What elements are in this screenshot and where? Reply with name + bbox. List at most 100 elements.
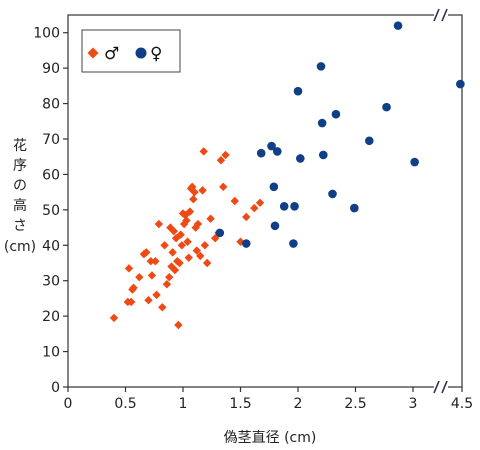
y-tick-label: 0: [51, 380, 60, 396]
y-axis-label-part: 高: [13, 197, 27, 214]
female-data-point: [317, 118, 327, 128]
y-axis-label-part: さ: [13, 218, 27, 234]
female-data-point: [267, 141, 276, 151]
plot-frame: [67, 14, 463, 388]
legend-male-marker: [87, 47, 99, 59]
male-data-point: [250, 203, 259, 213]
male-data-point: [165, 272, 174, 282]
male-data-point: [198, 186, 207, 195]
male-data-point: [174, 320, 183, 330]
male-data-point: [152, 290, 161, 300]
male-data-point: [182, 216, 191, 225]
male-data-point: [129, 283, 138, 292]
x-tick-label: 1.5: [229, 396, 251, 412]
male-data-point: [219, 182, 228, 192]
plot-area: [67, 14, 463, 388]
female-data-point: [319, 150, 328, 160]
female-data-point: [293, 86, 303, 96]
male-data-point: [184, 253, 193, 262]
female-data-point: [365, 136, 374, 146]
male-data-point: [192, 246, 201, 255]
axis-break-mark: [441, 380, 448, 394]
female-data-point: [256, 148, 266, 158]
male-data-point: [202, 258, 212, 268]
axis-break-gap: [434, 10, 448, 20]
male-data-point: [236, 237, 245, 246]
x-tick-label: 2: [294, 396, 303, 412]
male-data-point: [177, 241, 187, 250]
female-data-point: [289, 239, 298, 248]
axis-break-gap: [434, 382, 448, 392]
male-data-point: [154, 219, 164, 229]
male-data-point: [142, 248, 151, 257]
x-tick-label: 1: [179, 396, 188, 412]
male-data-point: [168, 248, 177, 257]
x-tick-label: 2.5: [344, 396, 366, 412]
male-data-point: [167, 262, 176, 271]
y-tick-label: 80: [42, 97, 60, 113]
female-data-point: [279, 202, 289, 211]
axis-break-mark: [433, 8, 440, 22]
female-data-point: [328, 189, 337, 199]
male-data-point: [135, 272, 144, 282]
female-data-point: [393, 21, 403, 30]
legend-female-marker: [135, 47, 147, 59]
y-tick-label: 50: [42, 203, 60, 219]
female-data-point: [215, 228, 225, 238]
axis-break-mark: [433, 380, 440, 394]
male-data-point: [175, 258, 184, 268]
female-data-point: [290, 202, 299, 211]
male-data-point: [189, 195, 198, 204]
y-axis-label-part: 花: [13, 138, 27, 154]
legend-male-label: ♂: [104, 44, 119, 64]
female-data-point: [269, 182, 279, 192]
male-data-point: [242, 212, 251, 222]
x-tick-label: 4.5: [451, 396, 473, 412]
x-axis-label: 偽茎直径 (cm): [224, 429, 317, 446]
male-data-point: [190, 187, 199, 197]
axes: 0 10 20 30 40 50 60 70 80 90 100 0 0.5 1 1.5 2 2.5 3 4.5: [33, 8, 473, 412]
male-data-point: [199, 147, 208, 156]
male-data-point: [127, 297, 136, 307]
legend: ♂ ♀: [81, 29, 181, 73]
x-tick-label: 0: [64, 396, 73, 412]
female-data-point: [273, 147, 282, 156]
y-tick-label: 100: [33, 26, 60, 42]
y-tick-label: 70: [42, 132, 60, 148]
female-data-point: [241, 239, 251, 248]
data-points: [109, 21, 465, 330]
female-data-point: [331, 109, 341, 119]
legend-box: [81, 29, 181, 73]
male-data-point: [200, 241, 210, 250]
male-data-point: [169, 226, 178, 236]
legend-female-label: ♀: [150, 44, 162, 64]
y-axis-label-part: の: [13, 178, 27, 194]
y-tick-label: 20: [42, 309, 60, 325]
female-data-point: [410, 157, 419, 167]
y-tick-label: 40: [42, 238, 60, 254]
male-data-point: [170, 265, 180, 275]
female-data-point: [456, 79, 465, 89]
male-data-point: [196, 251, 205, 261]
male-data-point: [216, 156, 226, 165]
y-tick-label: 30: [42, 274, 60, 290]
male-data-point: [206, 214, 215, 223]
female-data-point: [270, 221, 280, 231]
y-axis-label-part: 序: [13, 158, 27, 174]
male-data-point: [158, 303, 167, 312]
male-data-point: [185, 207, 195, 216]
x-tick-label: 0.5: [114, 396, 136, 412]
male-data-point: [183, 237, 192, 246]
y-tick-label: 10: [42, 345, 60, 361]
male-data-point: [144, 296, 153, 305]
male-data-point: [162, 280, 172, 289]
male-data-point: [147, 271, 157, 280]
male-data-point: [193, 219, 203, 229]
male-data-point: [146, 257, 155, 266]
male-data-point: [124, 264, 134, 273]
male-data-point: [176, 230, 185, 239]
female-data-point: [350, 203, 359, 213]
y-axis-label-part: (cm): [4, 239, 36, 255]
male-data-point: [255, 198, 265, 207]
